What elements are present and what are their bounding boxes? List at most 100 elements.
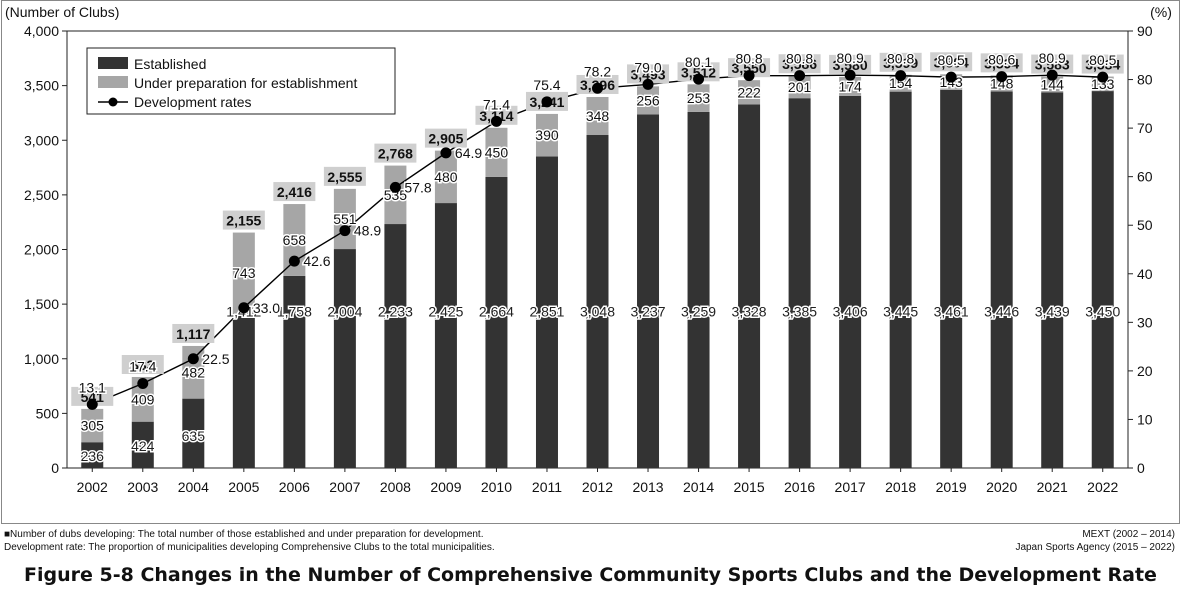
label-under-preparation: 174: [838, 78, 862, 94]
bar-established: [333, 249, 356, 468]
development-rate-point: [996, 71, 1008, 83]
total-box: [627, 64, 670, 84]
legend-swatch-established: [98, 57, 128, 69]
development-rate-point: [1097, 71, 1109, 83]
y2-tick-label: 50: [1137, 217, 1153, 233]
y2-tick-label: 10: [1137, 411, 1153, 427]
source-sports-agency: Japan Sports Agency (2015 – 2022): [1015, 542, 1175, 553]
total-box: [71, 386, 114, 406]
bar-under-preparation: [182, 345, 205, 399]
label-under-preparation: 133: [1091, 76, 1115, 92]
development-rate-label: 80.5: [938, 52, 965, 68]
y-tick-label: 4,000: [24, 23, 59, 39]
footnote-clubs-developing: ■Number of dubs developing: The total nu…: [4, 529, 484, 540]
development-rate-point: [440, 147, 452, 159]
bar-established: [839, 95, 862, 468]
total-box: [222, 210, 265, 230]
development-rate-label: 80.1: [685, 54, 712, 70]
bar-established: [637, 114, 660, 468]
development-rate-point: [1046, 69, 1058, 81]
bar-under-preparation: [232, 232, 255, 314]
legend-label-established: Established: [134, 56, 206, 72]
development-rate-label: 48.9: [354, 223, 381, 239]
total-box: [980, 53, 1023, 73]
bar-under-preparation: [687, 84, 710, 112]
development-rate-label: 80.9: [836, 50, 863, 66]
x-tick-label: 2019: [936, 479, 967, 495]
x-tick-label: 2011: [532, 479, 562, 495]
x-tick-label: 2018: [885, 479, 916, 495]
chart-frame-border: [1, 0, 1180, 524]
total-label: 2,416: [277, 184, 312, 200]
label-established: 3,406: [833, 304, 868, 320]
development-rate-point: [592, 82, 603, 94]
bar-under-preparation: [1091, 76, 1114, 92]
label-under-preparation: 305: [81, 418, 105, 434]
label-established: 3,259: [681, 304, 716, 320]
total-label: 3,580: [833, 57, 868, 73]
development-rate-point: [541, 96, 553, 108]
total-box: [778, 54, 821, 74]
y2-tick-label: 60: [1137, 169, 1153, 185]
total-label: 541: [81, 389, 105, 405]
y-tick-label: 3,500: [24, 78, 59, 94]
development-rate-label: 57.8: [404, 179, 431, 195]
bar-established: [738, 104, 761, 468]
bar-under-preparation: [788, 76, 811, 99]
total-box: [1031, 54, 1074, 74]
development-rate-point: [844, 69, 856, 81]
x-tick-label: 2021: [1037, 479, 1068, 495]
y2-tick-label: 20: [1137, 363, 1153, 379]
chart-svg: (Number of Clubs) (%)05001,0001,5002,0002…: [1, 0, 1180, 524]
development-rate-point: [288, 255, 300, 267]
total-box: [1081, 54, 1124, 74]
y-tick-label: 0: [51, 460, 59, 476]
total-box: [273, 182, 316, 202]
total-label: 3,594: [984, 55, 1019, 71]
label-under-preparation: 743: [232, 265, 256, 281]
development-rate-label: 80.8: [887, 51, 914, 67]
development-rate-label: 71.4: [483, 96, 510, 112]
y-tick-label: 1,000: [24, 351, 59, 367]
development-rate-point: [238, 302, 250, 314]
development-rate-label: 17.4: [129, 359, 156, 375]
y-tick-label: 2,000: [24, 242, 59, 258]
total-label: 3,599: [883, 55, 918, 71]
bar-under-preparation: [384, 165, 407, 225]
bar-established: [434, 203, 457, 468]
total-label: 3,586: [782, 56, 817, 72]
label-under-preparation: 409: [131, 391, 155, 407]
label-established: 3,446: [984, 304, 1019, 320]
total-label: 2,768: [378, 146, 413, 162]
source-mext: MEXT (2002 – 2014): [1082, 529, 1175, 540]
total-label: 1,117: [176, 326, 210, 342]
label-under-preparation: 480: [434, 169, 458, 185]
total-box: [475, 105, 518, 125]
development-rate-label: 80.8: [786, 51, 813, 67]
label-under-preparation: 482: [182, 364, 206, 380]
bar-established: [788, 98, 811, 468]
development-rate-point: [187, 353, 199, 365]
label-established: 1,758: [277, 304, 312, 320]
label-established: 2,664: [479, 304, 514, 320]
bar-established: [940, 89, 963, 469]
label-under-preparation: 390: [535, 127, 559, 143]
bar-established: [586, 135, 609, 469]
y2-tick-label: 70: [1137, 120, 1153, 136]
development-rate-label: 75.4: [533, 77, 560, 93]
label-under-preparation: 450: [485, 144, 509, 160]
figure-caption: Figure 5-8 Changes in the Number of Comp…: [24, 564, 1157, 586]
bar-established: [1041, 92, 1064, 469]
development-rate-label: 80.9: [1039, 50, 1066, 66]
total-box: [172, 323, 215, 343]
y-tick-label: 500: [36, 405, 60, 421]
bar-under-preparation: [637, 86, 660, 115]
label-established: 2,851: [529, 304, 564, 320]
development-rate-point: [642, 78, 654, 90]
total-label: 833: [131, 357, 155, 373]
total-label: 2,555: [327, 169, 362, 185]
total-label: 3,114: [479, 108, 513, 124]
bar-established: [182, 398, 205, 468]
x-tick-label: 2007: [329, 479, 360, 495]
y-axis-title: (Number of Clubs): [5, 4, 119, 20]
